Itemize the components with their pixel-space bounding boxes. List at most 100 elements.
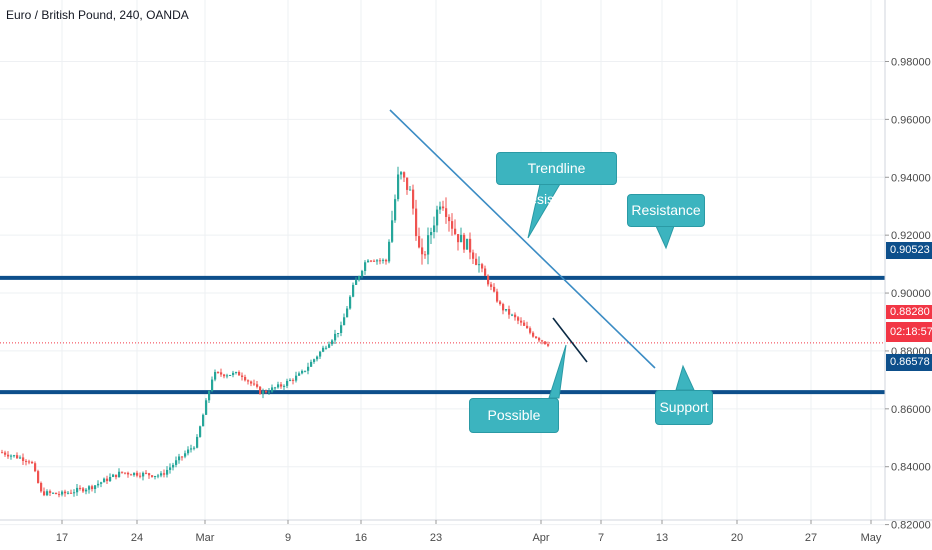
candle-body	[25, 460, 28, 462]
candle-body	[505, 309, 508, 311]
candle-body	[31, 461, 34, 464]
candle-body	[271, 387, 274, 392]
support-label: Support	[659, 399, 709, 415]
candle-body	[112, 474, 115, 477]
x-tick-label: May	[861, 532, 882, 544]
candle-body	[214, 371, 217, 380]
candle-body	[280, 384, 283, 387]
candle-body	[28, 461, 31, 463]
candle-body	[4, 452, 7, 455]
candle-body	[406, 177, 409, 190]
candle-body	[190, 448, 193, 450]
current-price-tag: 0.88280	[886, 305, 932, 319]
candle-body	[472, 252, 475, 259]
candle-body	[268, 391, 271, 393]
chart-title: Euro / British Pound, 240, OANDA	[6, 8, 189, 22]
candle-body	[70, 492, 73, 494]
candle-body	[211, 379, 214, 392]
support-callout-pointer	[675, 364, 695, 391]
candle-body	[397, 174, 400, 200]
candle-body	[364, 262, 367, 271]
x-tick-label: 7	[598, 532, 604, 544]
candle-body	[151, 475, 154, 477]
x-tick-label: 23	[430, 532, 442, 544]
candle-body	[412, 189, 415, 209]
candle-body	[445, 208, 448, 217]
candle-body	[34, 463, 37, 472]
y-tick-label: 0.82000	[891, 520, 931, 532]
candle-body	[340, 325, 343, 333]
candle-body	[547, 344, 550, 346]
candle-body	[46, 491, 49, 496]
candle-body	[58, 494, 61, 496]
possible-move-label: Possible move	[487, 407, 541, 456]
candle-body	[106, 478, 109, 482]
candle-body	[376, 260, 379, 262]
candle-body	[94, 485, 97, 490]
candle-body	[133, 472, 136, 476]
candle-body	[400, 172, 403, 175]
candle-body	[322, 347, 325, 352]
trendline-resistance-callout[interactable]: Trendline resistance	[496, 152, 617, 207]
candle-body	[394, 199, 397, 221]
candle-body	[196, 436, 199, 448]
candle-body	[61, 491, 64, 495]
candle-body	[535, 336, 538, 339]
candles	[1, 166, 550, 498]
resistance-price-tag: 0.90523	[886, 242, 932, 259]
support-callout[interactable]: Support	[655, 390, 713, 425]
candle-body	[484, 268, 487, 276]
y-tick-label: 0.92000	[891, 230, 931, 242]
candle-body	[460, 234, 463, 243]
candle-body	[52, 492, 55, 494]
candle-body	[109, 476, 112, 482]
candle-body	[289, 379, 292, 381]
candle-body	[382, 259, 385, 261]
candle-body	[79, 487, 82, 489]
candle-body	[421, 247, 424, 255]
y-tick-label: 0.98000	[891, 56, 931, 68]
candle-body	[127, 472, 130, 475]
possible-move-callout-pointer	[548, 344, 567, 399]
candle-body	[37, 471, 40, 483]
candle-body	[529, 328, 532, 333]
candle-body	[40, 482, 43, 492]
candle-body	[13, 455, 16, 457]
candle-body	[316, 356, 319, 360]
y-tick-label: 0.84000	[891, 462, 931, 474]
candle-body	[97, 483, 100, 486]
candle-body	[235, 372, 238, 374]
candle-body	[532, 332, 535, 337]
candle-body	[511, 314, 514, 316]
candle-body	[295, 375, 298, 381]
x-tick-label: Mar	[196, 532, 215, 544]
grid	[0, 0, 885, 526]
candle-body	[220, 372, 223, 375]
candle-body	[277, 384, 280, 388]
candle-body	[10, 455, 13, 457]
candle-body	[163, 473, 166, 475]
x-tick-label: 9	[285, 532, 291, 544]
resistance-callout[interactable]: Resistance	[627, 194, 705, 227]
candle-body	[169, 467, 172, 470]
candle-body	[523, 322, 526, 326]
candle-body	[115, 474, 118, 478]
candle-body	[544, 341, 547, 345]
candle-body	[103, 478, 106, 483]
candle-body	[1, 452, 4, 454]
candle-body	[520, 320, 523, 323]
candle-body	[343, 317, 346, 326]
candle-body	[253, 383, 256, 385]
candle-body	[232, 372, 235, 375]
candle-body	[118, 471, 121, 478]
resistance-callout-pointer	[655, 225, 675, 250]
possible-move-callout[interactable]: Possible move	[469, 398, 559, 456]
candle-body	[346, 308, 349, 318]
candle-body	[172, 464, 175, 468]
candle-body	[526, 325, 529, 329]
x-tick-label: 13	[656, 532, 668, 544]
candle-body	[193, 447, 196, 449]
